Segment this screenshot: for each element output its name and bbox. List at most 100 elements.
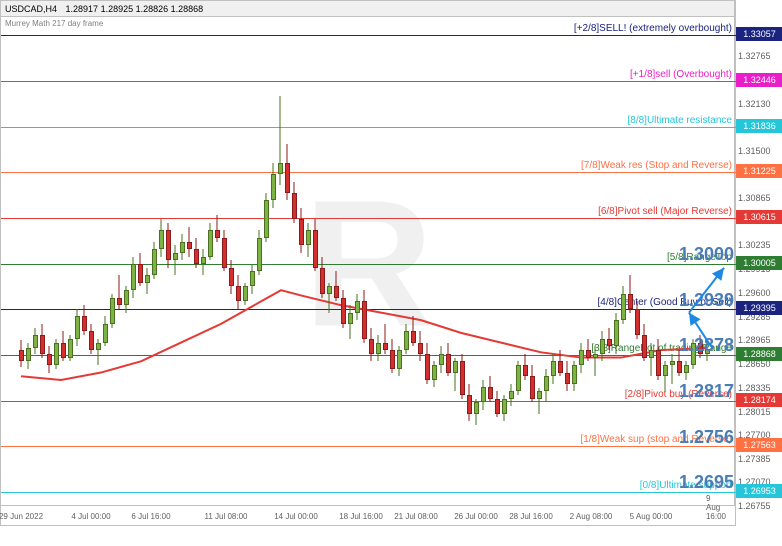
- candle: [19, 340, 24, 367]
- candle: [390, 339, 395, 373]
- candle: [614, 313, 619, 354]
- candle: [565, 361, 570, 391]
- x-tick: 26 Jul 00:00: [454, 512, 498, 521]
- candle: [579, 343, 584, 373]
- candle: [131, 257, 136, 298]
- murrey-line: [1, 127, 736, 128]
- candle: [82, 305, 87, 335]
- candle: [635, 301, 640, 338]
- candle: [124, 286, 129, 312]
- x-tick: 4 Jul 00:00: [71, 512, 110, 521]
- candle: [383, 324, 388, 354]
- y-tick: 1.29600: [738, 288, 771, 298]
- candle: [362, 290, 367, 342]
- x-tick: 9 Aug 16:00: [706, 494, 726, 521]
- price-box: 1.33057: [736, 27, 782, 41]
- ohlc-label: 1.28917 1.28925 1.28826 1.28868: [66, 4, 204, 14]
- y-tick: 1.32130: [738, 99, 771, 109]
- candle: [264, 193, 269, 242]
- candle: [257, 230, 262, 275]
- candle: [54, 339, 59, 369]
- chart-container: USDCAD,H4 1.28917 1.28925 1.28826 1.2886…: [0, 0, 735, 526]
- candle: [61, 331, 66, 361]
- candle: [425, 343, 430, 384]
- candle: [544, 369, 549, 403]
- candle: [600, 331, 605, 361]
- murrey-line: [1, 218, 736, 219]
- y-tick: 1.28335: [738, 383, 771, 393]
- murrey-line: [1, 401, 736, 402]
- price-annotation: 1.2939: [679, 290, 734, 311]
- candle: [138, 253, 143, 287]
- candle: [215, 215, 220, 241]
- x-tick: 5 Aug 00:00: [630, 512, 673, 521]
- y-tick: 1.30865: [738, 193, 771, 203]
- chart-header: USDCAD,H4 1.28917 1.28925 1.28826 1.2886…: [1, 1, 734, 17]
- y-tick: 1.26755: [738, 501, 771, 511]
- candle: [180, 234, 185, 260]
- candle: [460, 354, 465, 399]
- x-tick: 14 Jul 00:00: [274, 512, 318, 521]
- candle: [166, 223, 171, 268]
- candle: [278, 96, 283, 186]
- candle: [152, 242, 157, 279]
- candle: [530, 365, 535, 402]
- candle: [110, 294, 115, 328]
- candle: [201, 249, 206, 275]
- x-axis: 29 Jun 20224 Jul 00:006 Jul 16:0011 Jul …: [1, 505, 736, 525]
- candle: [313, 219, 318, 271]
- price-box: 1.32446: [736, 73, 782, 87]
- candle: [670, 354, 675, 384]
- murrey-line: [1, 492, 736, 493]
- candle: [355, 294, 360, 320]
- candle: [684, 361, 689, 380]
- price-box: 1.30005: [736, 256, 782, 270]
- candle: [68, 335, 73, 361]
- x-tick: 2 Aug 08:00: [570, 512, 613, 521]
- price-box: 1.29395: [736, 301, 782, 315]
- price-box: 1.28868: [736, 347, 782, 361]
- candle: [404, 324, 409, 354]
- candle: [250, 264, 255, 294]
- candle: [292, 182, 297, 223]
- candle: [523, 354, 528, 380]
- price-box: 1.28174: [736, 393, 782, 407]
- candle: [208, 223, 213, 260]
- candle: [33, 328, 38, 354]
- candle: [586, 339, 591, 361]
- candle: [173, 245, 178, 275]
- x-tick: 21 Jul 08:00: [394, 512, 438, 521]
- candle: [649, 343, 654, 377]
- murrey-line-label: [+1/8]sell (Overbought): [630, 69, 732, 80]
- price-annotation: 1.2817: [679, 381, 734, 402]
- price-annotation: 1.2695: [679, 472, 734, 493]
- x-tick: 29 Jun 2022: [0, 512, 43, 521]
- candle: [656, 339, 661, 380]
- price-annotation: 1.2878: [679, 335, 734, 356]
- candle: [495, 391, 500, 417]
- candle: [89, 324, 94, 354]
- candle: [502, 395, 507, 421]
- candle: [474, 399, 479, 425]
- y-tick: 1.32765: [738, 51, 771, 61]
- y-tick: 1.30235: [738, 240, 771, 250]
- candle: [75, 309, 80, 346]
- candle: [299, 208, 304, 253]
- plot-area[interactable]: R [+2/8]SELL! (extremely overbought)[+1/…: [1, 17, 736, 511]
- candle: [572, 361, 577, 391]
- candle: [642, 324, 647, 361]
- candle: [663, 361, 668, 391]
- candle: [222, 230, 227, 271]
- y-axis: 1.330551.327651.321301.315001.308651.302…: [735, 0, 782, 526]
- candle: [243, 283, 248, 305]
- y-tick: 1.27385: [738, 454, 771, 464]
- y-tick: 1.31500: [738, 146, 771, 156]
- candle: [516, 361, 521, 395]
- candle: [236, 275, 241, 309]
- candle: [488, 376, 493, 402]
- price-box: 1.31225: [736, 164, 782, 178]
- murrey-line: [1, 81, 736, 82]
- x-tick: 28 Jul 16:00: [509, 512, 553, 521]
- price-box: 1.31836: [736, 119, 782, 133]
- candle: [47, 346, 52, 372]
